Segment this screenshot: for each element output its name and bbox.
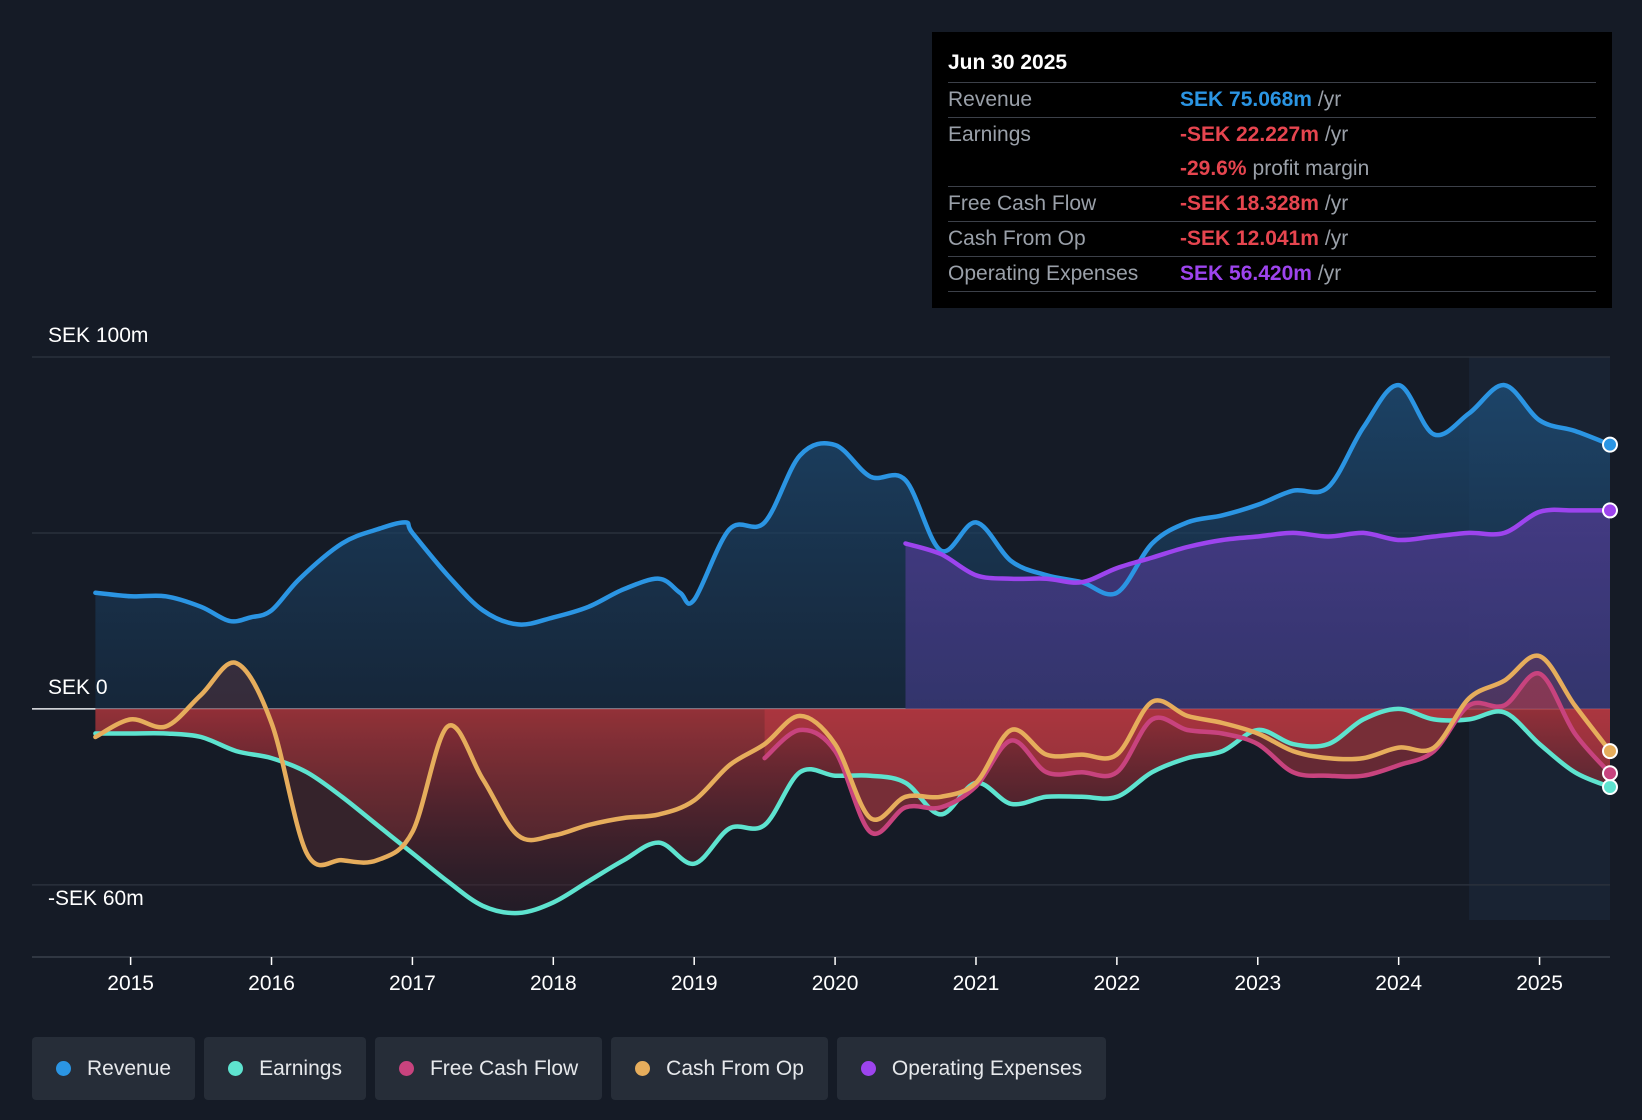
tooltip-row-unit: /yr xyxy=(1324,227,1349,250)
x-axis-label: 2015 xyxy=(107,972,154,995)
tooltip-row-label: Cash From Op xyxy=(948,227,1086,250)
tooltip-row: Earnings -SEK 22.227m/yr xyxy=(948,117,1596,152)
revenue-line xyxy=(93,382,1613,627)
legend-item-earnings[interactable]: Earnings xyxy=(204,1037,366,1100)
x-axis-label: 2020 xyxy=(812,972,859,995)
y-axis-label: SEK 0 xyxy=(48,676,108,699)
free-cash-flow-line xyxy=(762,671,1613,836)
legend-dot-icon xyxy=(860,1061,876,1076)
tooltip-row-value: -SEK 22.227m xyxy=(1180,123,1319,146)
operating-expenses-line xyxy=(903,507,1613,585)
legend-dot-icon xyxy=(56,1061,71,1076)
legend-label: Operating Expenses xyxy=(891,1056,1083,1080)
tooltip-row-label: Revenue xyxy=(948,88,1033,111)
x-axis-label: 2019 xyxy=(671,972,718,995)
tooltip-row-value: -29.6% xyxy=(1180,157,1247,180)
tooltip-row-value: SEK 56.420m xyxy=(1180,262,1312,285)
cash-from-op-line xyxy=(93,653,1613,868)
y-axis-label: -SEK 60m xyxy=(48,887,144,910)
operating-expenses-end-point xyxy=(1602,502,1618,519)
tooltip-row: Cash From Op -SEK 12.041m/yr xyxy=(948,221,1596,256)
tooltip-row-label: Free Cash Flow xyxy=(948,192,1097,215)
x-axis-label: 2021 xyxy=(953,972,1000,995)
tooltip-row-unit: /yr xyxy=(1324,192,1349,215)
earnings-end-point xyxy=(1602,778,1618,795)
tooltip-row-unit: profit margin xyxy=(1252,157,1370,180)
legend-dot-icon xyxy=(635,1061,651,1076)
x-axis-label: 2025 xyxy=(1516,972,1563,995)
free-cash-flow-area xyxy=(764,673,1610,834)
legend-item-revenue[interactable]: Revenue xyxy=(32,1037,196,1100)
tooltip-row-label: Operating Expenses xyxy=(948,262,1139,285)
legend-label: Earnings xyxy=(259,1056,342,1080)
x-axis-label: 2018 xyxy=(530,972,577,995)
legend-label: Cash From Op xyxy=(666,1056,804,1080)
tooltip-row-unit: /yr xyxy=(1324,123,1349,146)
legend-item-operating-expenses[interactable]: Operating Expenses xyxy=(836,1037,1107,1100)
tooltip-row-label: Earnings xyxy=(948,123,1031,146)
x-axis-label: 2022 xyxy=(1094,972,1141,995)
legend-label: Free Cash Flow xyxy=(429,1056,579,1080)
x-axis-label: 2016 xyxy=(248,972,295,995)
tooltip-row-value: SEK 75.068m xyxy=(1180,88,1312,111)
cash-from-op-end-point xyxy=(1602,743,1618,760)
tooltip-row: Free Cash Flow -SEK 18.328m/yr xyxy=(948,186,1596,221)
legend-dot-icon xyxy=(398,1061,414,1076)
y-axis-label: SEK 100m xyxy=(48,324,148,347)
chart: SEK 100m SEK 0 -SEK 60m 2015 2016 2017 2018 201… xyxy=(32,324,1618,995)
tooltip-row-value: -SEK 18.328m xyxy=(1180,192,1319,215)
tooltip-date: Jun 30 2025 xyxy=(948,51,1068,74)
tooltip-row-unit: /yr xyxy=(1317,262,1342,285)
cash-from-op-area xyxy=(95,655,1610,866)
operating-expenses-area xyxy=(905,509,1610,709)
legend: Revenue Earnings Free Cash Flow Cash From O… xyxy=(32,1037,1107,1100)
x-axis-label: 2017 xyxy=(389,972,436,995)
free-cash-flow-end-point xyxy=(1602,765,1618,782)
x-axis-label: 2024 xyxy=(1375,972,1422,995)
tooltip-row: Revenue SEK 75.068m/yr xyxy=(948,82,1596,117)
revenue-end-point xyxy=(1602,436,1618,453)
legend-dot-icon xyxy=(228,1061,244,1076)
tooltip-row: Operating Expenses SEK 56.420m/yr xyxy=(948,256,1596,292)
x-axis-label: 2023 xyxy=(1234,972,1281,995)
legend-item-free-cash-flow[interactable]: Free Cash Flow xyxy=(374,1037,603,1100)
legend-label: Revenue xyxy=(87,1056,172,1080)
tooltip-row-unit: /yr xyxy=(1317,88,1342,111)
tooltip: Jun 30 2025 Revenue SEK 75.068m/yr Earning… xyxy=(932,32,1612,308)
legend-item-cash-from-op[interactable]: Cash From Op xyxy=(611,1037,828,1100)
tooltip-row-value: -SEK 12.041m xyxy=(1180,227,1319,250)
tooltip-row: -29.6% profit margin xyxy=(948,152,1596,186)
